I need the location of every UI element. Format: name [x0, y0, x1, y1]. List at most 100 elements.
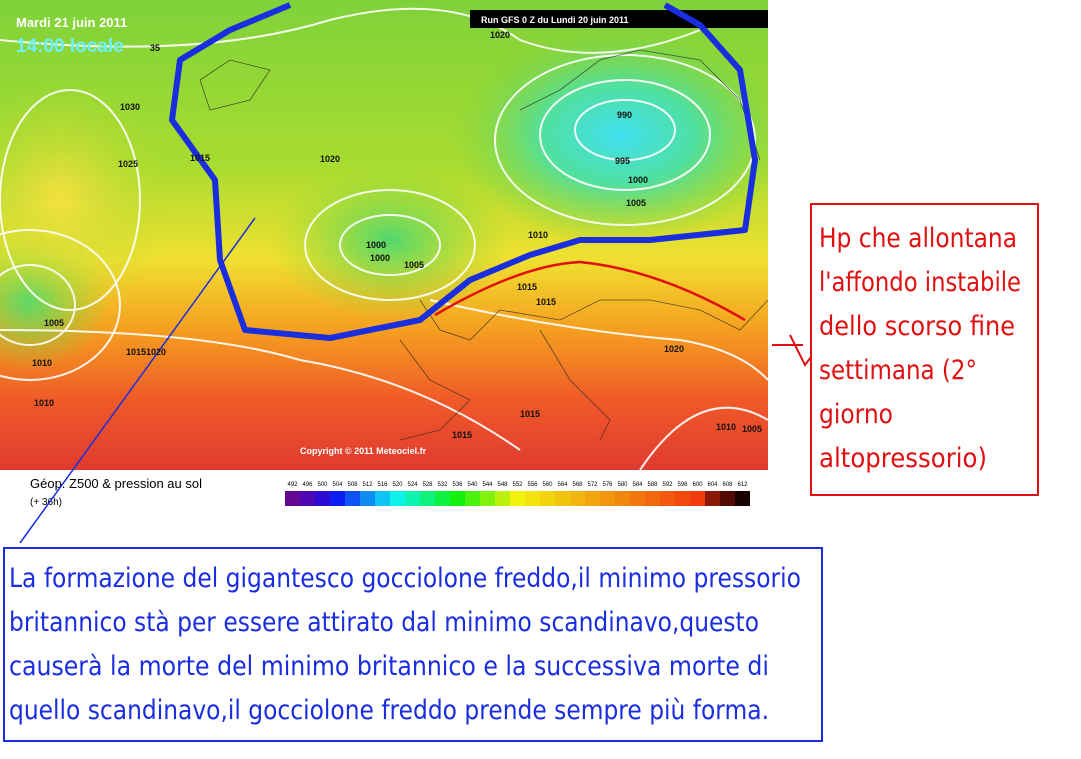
scale-label: 608	[722, 482, 733, 488]
annotation-right-box	[810, 203, 1039, 496]
isobar-label: 1015	[190, 153, 210, 163]
scale-label: 536	[452, 482, 463, 488]
scale-swatch	[630, 491, 645, 506]
scale-swatch	[690, 491, 705, 506]
scale-label: 524	[407, 482, 418, 488]
legend-title: Géop. Z500 & pression au sol	[30, 476, 202, 491]
isobar-label: 1010	[716, 422, 736, 432]
scale-swatch	[675, 491, 690, 506]
scale-label: 592	[662, 482, 673, 488]
scale-label: 548	[497, 482, 508, 488]
scale-label: 492	[287, 482, 298, 488]
map-date: Mardi 21 juin 2011	[16, 15, 127, 30]
map-time: 14:00 locale	[16, 36, 124, 57]
scale-swatch	[315, 491, 330, 506]
scale-swatch	[420, 491, 435, 506]
annotation-bottom-line: causerà la morte del minimo britannico e…	[9, 651, 769, 682]
isobar-label: 1010	[32, 358, 52, 368]
annotation-bottom-line: La formazione del gigantesco gocciolone …	[9, 563, 801, 594]
scale-label: 512	[362, 482, 373, 488]
isobar-label: 1015	[520, 409, 540, 419]
isobar-label: 1015	[517, 282, 537, 292]
scale-label: 584	[632, 482, 643, 488]
scale-label: 568	[572, 482, 583, 488]
isobar-label: 1005	[626, 198, 646, 208]
scale-label: 564	[557, 482, 568, 488]
scale-swatch	[375, 491, 390, 506]
scale-label: 532	[437, 482, 448, 488]
scale-swatch	[615, 491, 630, 506]
scale-swatch	[300, 491, 315, 506]
scale-label: 508	[347, 482, 358, 488]
scale-label: 520	[392, 482, 403, 488]
pointer-line	[19, 217, 256, 544]
scale-swatch	[285, 491, 300, 506]
map	[0, 0, 768, 470]
scale-label: 516	[377, 482, 388, 488]
scale-label: 552	[512, 482, 523, 488]
annotation-right-line: dello scorso fine	[819, 311, 1015, 342]
scale-swatch	[660, 491, 675, 506]
annotation-right-line: giorno	[819, 399, 893, 430]
isobar-label: 1030	[120, 102, 140, 112]
scale-swatch	[495, 491, 510, 506]
scale-label: 500	[317, 482, 328, 488]
isobar-label: 10151020	[126, 347, 166, 357]
scale-label: 528	[422, 482, 433, 488]
scale-swatch	[645, 491, 660, 506]
run-info: Run GFS 0 Z du Lundi 20 juin 2011	[481, 15, 629, 25]
isobar-label: 1010	[34, 398, 54, 408]
scale-swatch	[330, 491, 345, 506]
isobar-label: 1000	[366, 240, 386, 250]
scale-swatch	[405, 491, 420, 506]
scale-swatch	[435, 491, 450, 506]
scale-label: 588	[647, 482, 658, 488]
scale-swatch	[345, 491, 360, 506]
scale-swatch	[570, 491, 585, 506]
scale-swatch	[585, 491, 600, 506]
isobar-label: 1020	[664, 344, 684, 354]
isobar-label: 1015	[536, 297, 556, 307]
annotation-bottom-line: quello scandinavo,il gocciolone freddo p…	[9, 695, 769, 726]
isobar-label: 35	[150, 43, 160, 53]
scale-swatch	[360, 491, 375, 506]
isobar-label: 1000	[628, 175, 648, 185]
annotation-right-line: settimana (2°	[819, 355, 977, 386]
isobar-label: 1000	[370, 253, 390, 263]
scale-swatch	[720, 491, 735, 506]
isobar-label: 1015	[452, 430, 472, 440]
scale-label: 604	[707, 482, 718, 488]
scale-swatch	[465, 491, 480, 506]
isobar-label: 1005	[404, 260, 424, 270]
scale-swatch	[480, 491, 495, 506]
annotation-right-line: Hp che allontana	[819, 223, 1017, 254]
scale-swatch	[600, 491, 615, 506]
scale-label: 576	[602, 482, 613, 488]
scale-label: 504	[332, 482, 343, 488]
scale-label: 596	[677, 482, 688, 488]
scale-label: 572	[587, 482, 598, 488]
scale-swatch	[705, 491, 720, 506]
isobar-label: 1005	[44, 318, 64, 328]
scale-label: 600	[692, 482, 703, 488]
scale-label: 556	[527, 482, 538, 488]
scale-label: 612	[737, 482, 748, 488]
scale-swatch	[540, 491, 555, 506]
copyright: Copyright © 2011 Meteociel.fr	[300, 446, 427, 456]
scale-label: 544	[482, 482, 493, 488]
isobar-label: 1005	[742, 424, 762, 434]
annotation-right-line: altopressorio)	[819, 443, 987, 474]
scale-swatch	[525, 491, 540, 506]
isobar-label: 1020	[320, 154, 340, 164]
isobar-label: 1010	[528, 230, 548, 240]
legend-subtitle: (+ 36h)	[30, 497, 62, 508]
annotation-right-line: l'affondo instabile	[819, 267, 1021, 298]
scale-swatch	[450, 491, 465, 506]
isobar-label: 1025	[118, 159, 138, 169]
annotation-bottom-line: britannico stà per essere attirato dal m…	[9, 607, 759, 638]
scale-label: 580	[617, 482, 628, 488]
isobar-label: 995	[615, 156, 630, 166]
scale-label: 540	[467, 482, 478, 488]
scale-swatch	[735, 491, 750, 506]
